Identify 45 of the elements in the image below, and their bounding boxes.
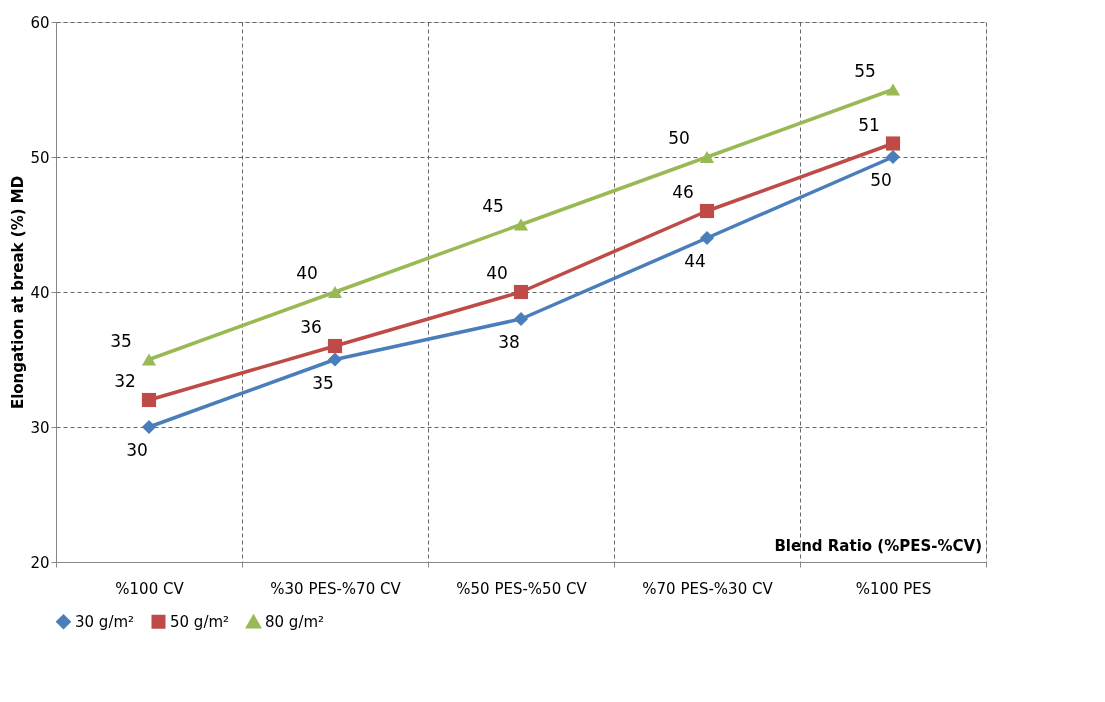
- data-label: 35: [110, 330, 132, 351]
- x-tick-label: %100 CV: [115, 579, 185, 598]
- point: [513, 218, 529, 231]
- legend-label: 80 g/m²: [265, 613, 325, 632]
- data-label: 51: [858, 114, 880, 135]
- x-tick-label: %100 PES: [855, 579, 932, 598]
- data-label: 38: [498, 332, 520, 352]
- x-axis-title: Blend Ratio (%PES-%CV): [774, 537, 982, 555]
- point: [141, 419, 157, 435]
- point: [885, 149, 901, 165]
- y-tick-label: 30: [30, 418, 50, 437]
- data-label: 45: [482, 195, 504, 216]
- point: [327, 338, 343, 354]
- point: [699, 230, 715, 246]
- point: [885, 136, 901, 151]
- data-label: 32: [114, 371, 136, 391]
- point: [513, 284, 529, 300]
- point: [699, 150, 715, 164]
- y-tick-label: 40: [30, 283, 50, 302]
- x-tick-label: %50 PES-%50 CV: [456, 579, 588, 598]
- x-tick-label: %30 PES-%70 CV: [270, 579, 402, 598]
- data-label: 40: [486, 263, 508, 283]
- point: [141, 392, 157, 408]
- point: [141, 353, 157, 366]
- data-label: 50: [668, 128, 690, 148]
- data-label: 40: [296, 263, 318, 283]
- y-tick-label: 20: [30, 553, 50, 572]
- x-tick-label: %70 PES-%30 CV: [642, 579, 774, 598]
- data-label: 46: [672, 182, 694, 202]
- data-label: 44: [684, 251, 706, 271]
- y-tick-label: 60: [30, 13, 50, 32]
- data-label: 36: [300, 317, 322, 337]
- data-label: 50: [870, 170, 892, 190]
- point: [513, 311, 529, 327]
- data-label: 30: [126, 440, 148, 460]
- data-label: 55: [854, 60, 876, 81]
- legend-label: 50 g/m²: [170, 612, 230, 631]
- legend-label: 30 g/m²: [75, 612, 135, 631]
- data-label: 35: [312, 372, 334, 393]
- point: [327, 285, 343, 299]
- point: [885, 83, 901, 96]
- y-tick-label: 50: [30, 148, 50, 167]
- point: [327, 352, 343, 367]
- y-axis-title: Elongation at break (%) MD: [9, 175, 28, 410]
- point: [699, 203, 715, 219]
